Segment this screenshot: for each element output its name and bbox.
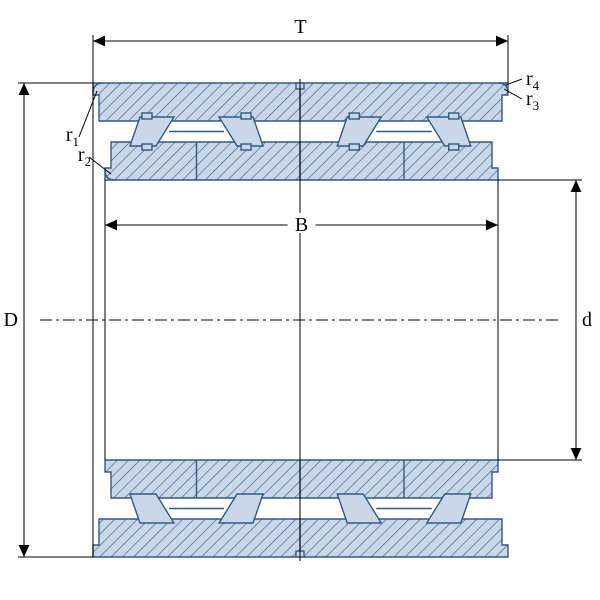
label-D: D xyxy=(4,309,18,331)
label-B: B xyxy=(295,214,308,236)
label-T: T xyxy=(294,16,306,38)
label-d: d xyxy=(582,309,592,331)
